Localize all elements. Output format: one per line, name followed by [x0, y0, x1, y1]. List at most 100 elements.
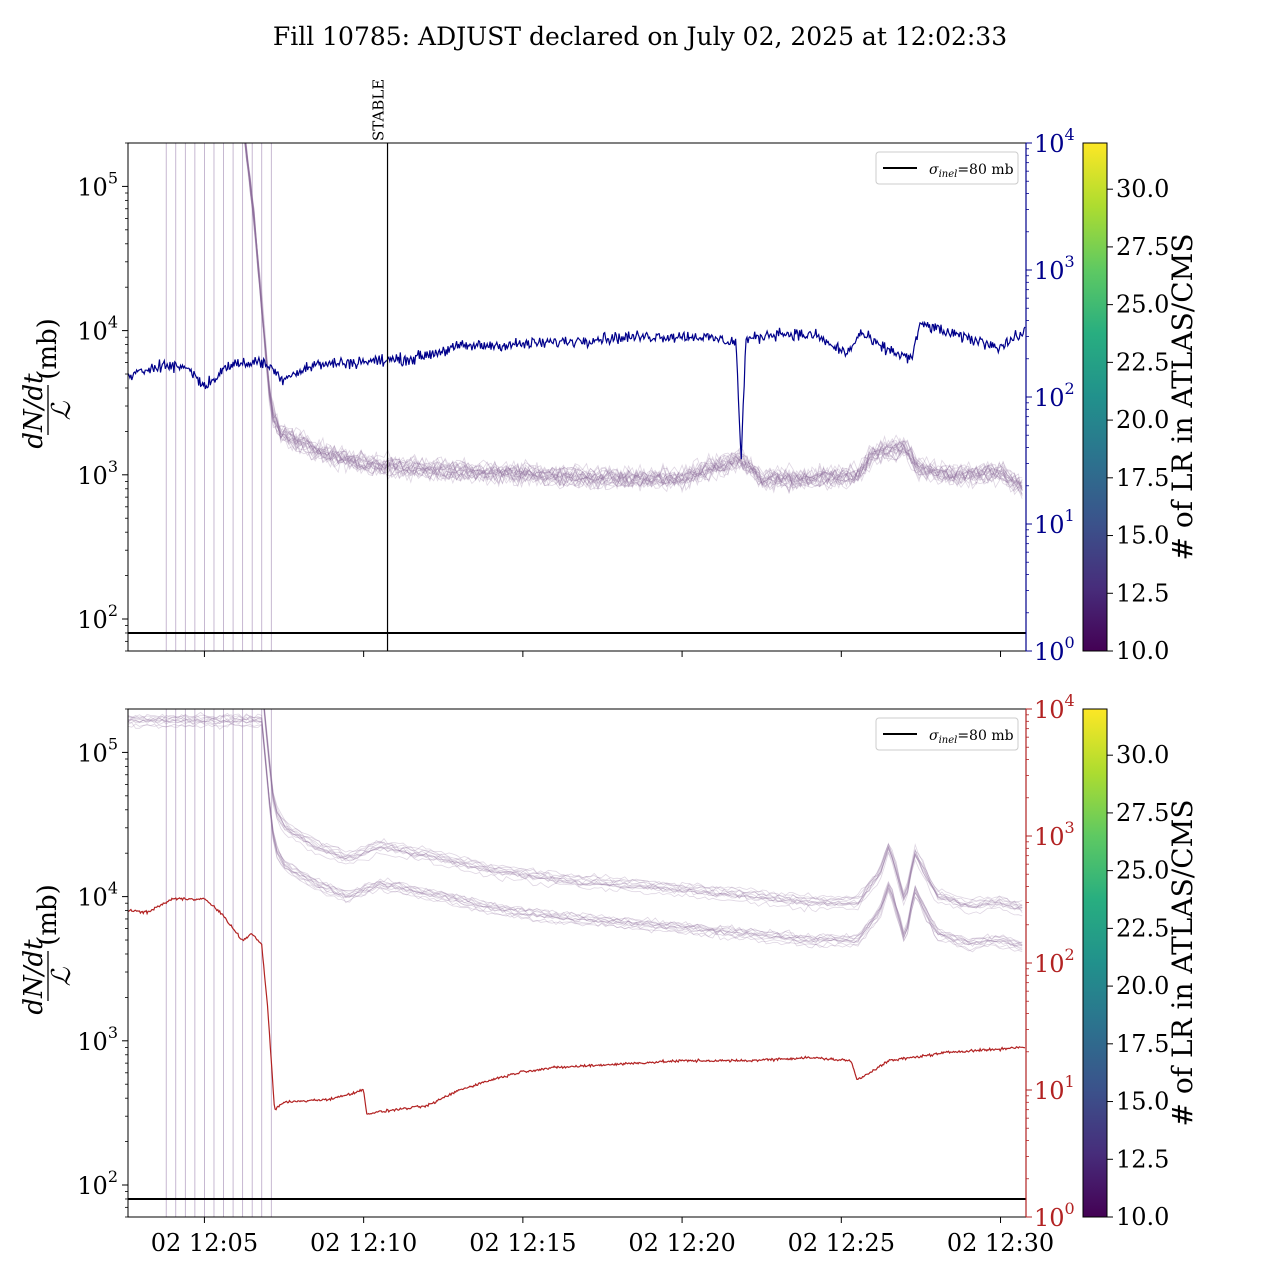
- bottom-x-ticks: 02 12:05 02 12:10 02 12:15 02 12:20 02 12:25…: [151, 1217, 1054, 1257]
- cb1-tick-label-5: 22.5: [1116, 914, 1169, 942]
- bot-bundle-line-7: [263, 709, 1023, 909]
- top-bundle-line-8: [244, 143, 1023, 497]
- cb0-tick-label-5: 22.5: [1116, 348, 1169, 376]
- top-axes-frame: [127, 142, 1027, 652]
- top-bundle-line-10: [245, 143, 1023, 485]
- x-tick-label-0: 02 12:05: [151, 1229, 258, 1257]
- stable-annotation: STABLE: [370, 79, 388, 141]
- top-bundle-line-19: [245, 143, 1023, 493]
- top-y2tick-label-1: 101: [1034, 506, 1075, 539]
- figure-title: Fill 10785: ADJUST declared on July 02, …: [273, 22, 1007, 51]
- bottom-purple-bundle: [128, 709, 1023, 953]
- top-bundle-line-6: [244, 143, 1023, 491]
- x-tick-label-1: 02 12:10: [310, 1229, 417, 1257]
- svg-text:ℒ: ℒ: [47, 400, 77, 420]
- top-bundle-line-18: [244, 143, 1023, 489]
- cb1-tick-label-7: 27.5: [1116, 799, 1169, 827]
- svg-text:(mb): (mb): [33, 318, 63, 380]
- cb1-tick-label-2: 15.0: [1116, 1088, 1169, 1116]
- top-bundle-line-17: [244, 143, 1023, 491]
- cb1-tick-label-8: 30.0: [1116, 741, 1169, 769]
- top-bundle-line-3: [244, 143, 1023, 499]
- bot-bundle-line-10: [264, 709, 1023, 908]
- bot-bundle-line-12: [128, 721, 1023, 953]
- bot-bundle-line-2: [264, 709, 1023, 907]
- svg-text:dN/dt: dN/dt: [19, 373, 49, 449]
- top-colorbar-gradient: [1082, 142, 1108, 652]
- bot-bundle-line-17: [128, 714, 1023, 947]
- top-panel: STABLE 102 103 104 105 100 101 102 103 104 dN/d…: [19, 79, 1075, 666]
- cb1-tick-label-6: 25.0: [1116, 857, 1169, 885]
- top-bundle-line-7: [244, 143, 1023, 494]
- top-vertical-lines: [165, 143, 272, 651]
- cb0-tick-label-1: 12.5: [1116, 579, 1169, 607]
- top-colorbar-label: # of LR in ATLAS/CMS: [1166, 233, 1199, 560]
- top-legend-label: σinel=80 mb: [929, 162, 1014, 180]
- top-blue-series: [128, 320, 1026, 460]
- top-ytick-label-2: 104: [77, 313, 118, 346]
- x-tick-label-2: 02 12:15: [469, 1229, 576, 1257]
- top-y2tick-label-4: 104: [1034, 125, 1075, 158]
- bot-bundle-line-19: [128, 718, 1023, 949]
- bottom-colorbar-ticks: 10.0 12.5 15.0 17.5 20.0 22.5 25.0 27.5 30.0: [1107, 741, 1169, 1231]
- cb1-tick-label-4: 20.0: [1116, 972, 1169, 1000]
- top-colorbar-ticks: 10.0 12.5 15.0 17.5 20.0 22.5 25.0 27.5 30.0: [1107, 175, 1169, 665]
- bottom-red-series: [128, 897, 1026, 1115]
- x-tick-label-4: 02 12:25: [788, 1229, 895, 1257]
- cb0-tick-label-7: 27.5: [1116, 233, 1169, 261]
- bottom-y-axis-label: dN/dt ℒ (mb): [19, 884, 77, 1014]
- top-y-axis-label: dN/dt ℒ (mb): [19, 318, 77, 448]
- cb0-tick-label-0: 10.0: [1116, 637, 1169, 665]
- bot-bundle-line-0: [263, 709, 1023, 913]
- bot-bundle-line-11: [128, 716, 1023, 946]
- top-ytick-label-3: 105: [77, 168, 118, 201]
- top-bundle-line-2: [244, 143, 1023, 491]
- cb1-tick-label-0: 10.0: [1116, 1203, 1169, 1231]
- top-y2tick-label-3: 103: [1034, 252, 1075, 285]
- bot-y2tick-label-0: 100: [1034, 1199, 1075, 1232]
- x-tick-label-3: 02 12:20: [628, 1229, 735, 1257]
- bottom-y2-ticks: 100 101 102 103 104: [1025, 691, 1075, 1232]
- bot-bundle-line-5: [263, 709, 1023, 911]
- bottom-colorbar-label: # of LR in ATLAS/CMS: [1166, 799, 1199, 1126]
- top-bundle-line-5: [244, 143, 1023, 492]
- bot-bundle-line-1: [263, 709, 1023, 908]
- top-bundle-line-21: [244, 143, 1023, 494]
- top-colorbar: 10.0 12.5 15.0 17.5 20.0 22.5 25.0 27.5 30.0 # o…: [1082, 142, 1199, 665]
- bot-bundle-line-16: [128, 716, 1023, 948]
- bot-bundle-line-6: [263, 709, 1023, 907]
- svg-text:ℒ: ℒ: [47, 966, 77, 986]
- x-tick-label-5: 02 12:30: [947, 1229, 1054, 1257]
- bot-bundle-line-9: [263, 709, 1023, 912]
- bot-bundle-line-4: [264, 709, 1023, 903]
- bot-ytick-label-2: 104: [77, 879, 118, 912]
- top-bundle-line-1: [244, 143, 1023, 492]
- cb0-tick-label-8: 30.0: [1116, 175, 1169, 203]
- bot-bundle-line-3: [263, 709, 1023, 910]
- bot-ytick-label-3: 105: [77, 734, 118, 767]
- bot-bundle-line-14: [128, 711, 1023, 944]
- bot-y2tick-label-1: 101: [1034, 1072, 1075, 1105]
- top-y-ticks: 102 103 104 105: [77, 142, 128, 652]
- top-bundle-line-4: [244, 143, 1023, 494]
- top-y2tick-label-0: 100: [1034, 633, 1075, 666]
- top-bundle-line-14: [244, 143, 1023, 487]
- cb0-tick-label-2: 15.0: [1116, 522, 1169, 550]
- top-ytick-label-1: 103: [77, 457, 118, 490]
- bot-bundle-line-13: [128, 716, 1023, 948]
- bottom-y-ticks: 102 103 104 105: [77, 708, 128, 1218]
- bot-y2tick-label-3: 103: [1034, 818, 1075, 851]
- cb0-tick-label-3: 17.5: [1116, 464, 1169, 492]
- bot-bundle-line-20: [128, 723, 1023, 953]
- bot-bundle-line-8: [263, 709, 1023, 917]
- bottom-colorbar: 10.0 12.5 15.0 17.5 20.0 22.5 25.0 27.5 30.0 # o…: [1082, 708, 1199, 1231]
- bot-bundle-line-15: [128, 713, 1023, 945]
- bottom-colorbar-gradient: [1082, 708, 1108, 1218]
- top-legend: σinel=80 mb: [875, 151, 1019, 185]
- top-main-series-line: [128, 320, 1026, 460]
- svg-text:dN/dt: dN/dt: [19, 939, 49, 1015]
- bot-y2tick-label-2: 102: [1034, 945, 1075, 978]
- top-bundle-line-20: [244, 143, 1023, 492]
- top-bundle-line-12: [245, 143, 1023, 493]
